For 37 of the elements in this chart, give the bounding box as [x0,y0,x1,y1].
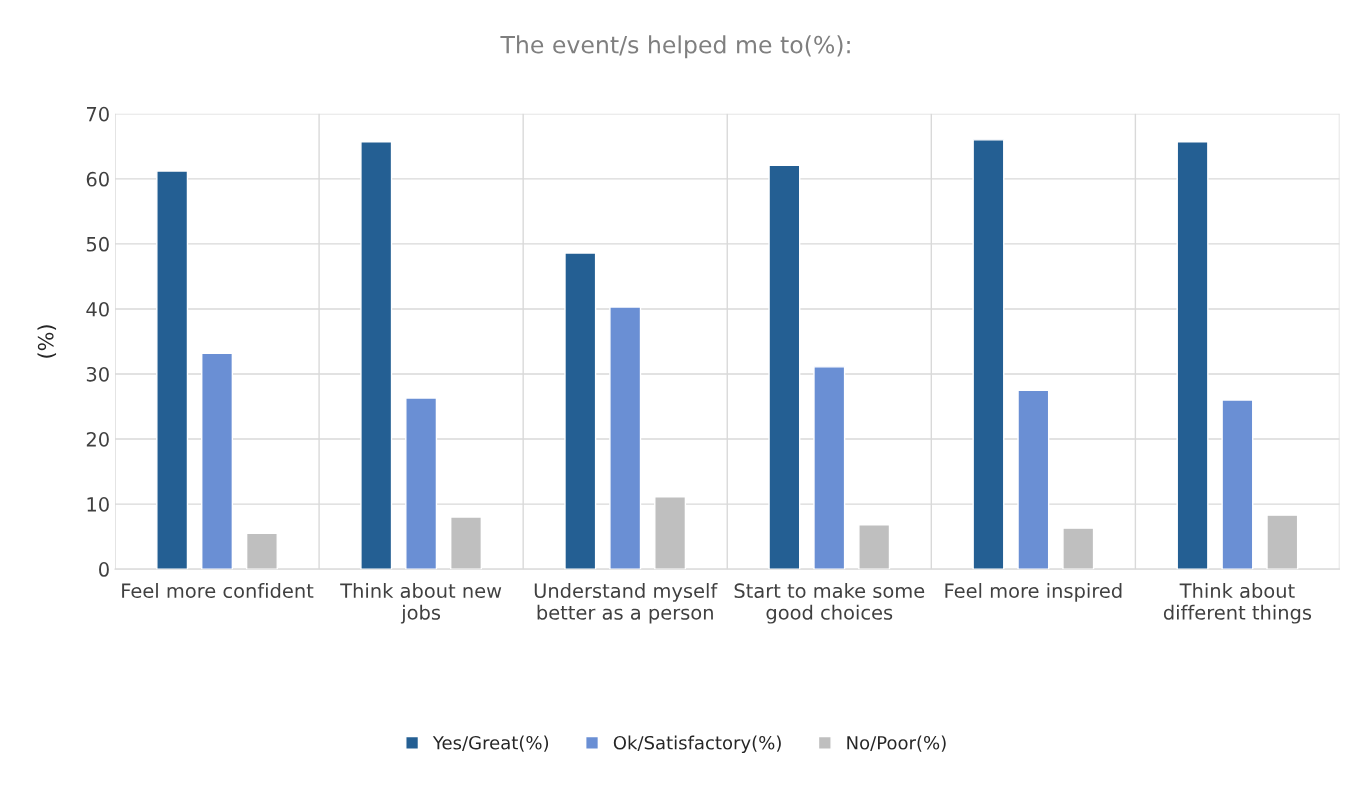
bar [1017,389,1050,570]
x-tick-label: Think about new jobs [340,583,502,624]
bar [1221,399,1254,570]
y-tick-label: 40 [86,301,109,317]
legend-label: No/Poor(%) [847,735,946,752]
y-tick-label: 0 [99,562,109,577]
legend-label: Ok/Satisfactory(%) [613,735,781,754]
bar [201,352,234,570]
y-tick-label: 70 [87,106,109,122]
bar [1176,141,1209,570]
bar [450,516,483,570]
x-tick-label: Feel more inspired [945,583,1122,602]
bar [768,164,801,570]
bar [1062,527,1095,570]
x-tick-label: Feel more confident [122,583,314,599]
bar [858,524,891,570]
y-tick-label: 20 [86,432,109,447]
bar [245,532,278,570]
bar [156,170,189,570]
bar [972,139,1005,570]
y-tick-label: 30 [86,366,109,382]
chart-title: The event/s helped me to(%): [500,35,850,59]
y-tick-label: 60 [86,171,109,187]
bar [1266,514,1299,570]
y-tick-label: 10 [87,497,109,512]
y-axis-title: (%) [37,325,57,358]
legend-label: Yes/Great(%) [432,735,549,752]
bar [609,306,642,570]
bar [564,252,597,570]
bar [360,141,393,570]
x-tick-label: Understand myself better as a person [534,583,718,624]
x-tick-label: Start to make some good choices [734,583,925,624]
bar [405,397,438,570]
y-tick-label: 50 [86,236,109,252]
x-tick-label: Think about different things [1163,583,1312,624]
bar [654,496,687,570]
bar [813,366,846,570]
